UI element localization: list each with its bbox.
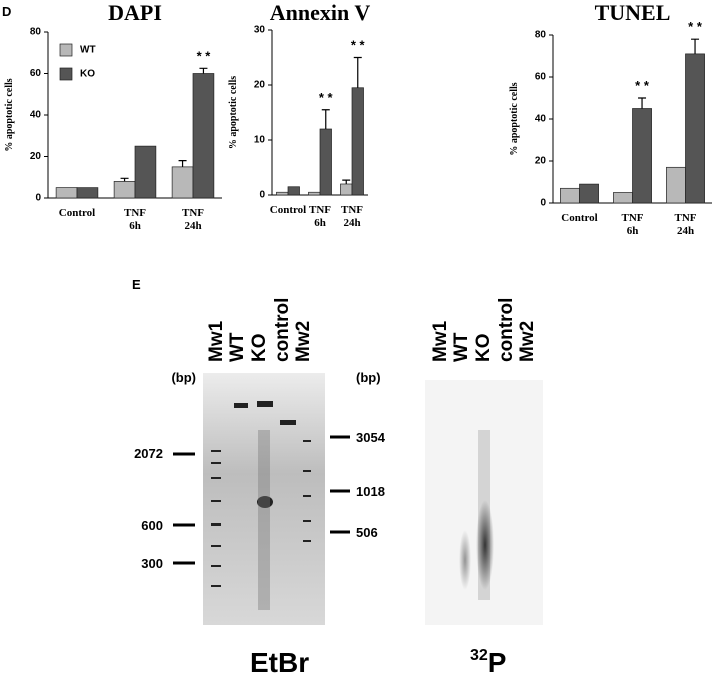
- marker-label: 3054: [356, 430, 386, 445]
- error-bar: [638, 97, 647, 109]
- x-tick-label: Control: [58, 207, 96, 219]
- y-axis-label: % apoptotic cells: [509, 82, 520, 155]
- error-bar: [321, 109, 330, 129]
- x-tick-label: TNF 6h: [621, 212, 644, 237]
- significance-label: * *: [635, 78, 650, 93]
- chart-title: TUNEL: [595, 0, 671, 25]
- gel-caption: 32P: [470, 647, 506, 676]
- bar: [113, 181, 136, 199]
- y-tick-label: 40: [30, 110, 42, 121]
- y-tick-label: 0: [259, 190, 265, 201]
- legend-label: WT: [80, 45, 96, 56]
- lane-label: control: [496, 298, 517, 362]
- y-tick-label: 60: [535, 72, 547, 83]
- unit-label: (bp): [171, 370, 196, 385]
- bar: [685, 53, 705, 204]
- caption-sup: 32: [470, 647, 488, 664]
- bar: [340, 183, 353, 196]
- marker-label: 300: [141, 556, 163, 571]
- gel-bands: [211, 401, 311, 610]
- lane-label: WT: [227, 332, 248, 362]
- bar: [134, 145, 157, 199]
- marker-label: 600: [141, 518, 163, 533]
- bar: [351, 87, 364, 196]
- y-tick-label: 80: [30, 27, 42, 38]
- lane-labels: Mw1 WT KO control Mw2: [430, 298, 538, 362]
- y-tick-label: 40: [535, 114, 547, 125]
- lane-label: Mw1: [206, 320, 227, 362]
- bar: [308, 191, 321, 196]
- error-bar: [353, 56, 362, 88]
- x-tick-label: TNF 6h: [309, 204, 331, 229]
- x-tick-label: TNF 24h: [341, 204, 363, 229]
- panel-label: E: [132, 277, 141, 292]
- lane-label: Mw2: [517, 321, 538, 362]
- y-axis-label: % apoptotic cells: [4, 78, 15, 151]
- bar: [55, 187, 78, 199]
- lane-label: KO: [249, 334, 270, 363]
- y-tick-label: 20: [254, 80, 266, 91]
- x-tick-label: TNF 24h: [674, 212, 697, 237]
- legend-swatch: [59, 67, 73, 81]
- y-tick-label: 0: [540, 198, 546, 209]
- bar: [560, 187, 580, 204]
- bar: [632, 108, 652, 204]
- marker-label: 506: [356, 525, 378, 540]
- bar: [666, 166, 686, 204]
- error-bar: [120, 177, 129, 182]
- lane-label: control: [272, 298, 293, 362]
- bar: [76, 187, 99, 199]
- x-tick-label: Control: [561, 212, 598, 224]
- x-tick-label: Control: [269, 204, 307, 216]
- bar: [319, 128, 332, 196]
- lane-label: KO: [473, 334, 494, 363]
- bar: [613, 192, 633, 204]
- significance-label: * *: [319, 90, 334, 105]
- significance-label: * *: [688, 19, 703, 34]
- x-tick-label: TNF 6h: [124, 207, 146, 232]
- bar: [192, 73, 215, 199]
- lane-label: Mw2: [293, 321, 314, 362]
- bar: [171, 166, 194, 199]
- chart-title: DAPI: [108, 0, 162, 25]
- y-tick-label: 30: [254, 25, 266, 36]
- lane-label: Mw1: [430, 320, 451, 362]
- legend-label: KO: [80, 69, 95, 80]
- y-tick-label: 80: [535, 30, 547, 41]
- y-tick-label: 20: [535, 156, 547, 167]
- caption-text: P: [488, 647, 507, 676]
- bar: [287, 186, 300, 196]
- y-tick-label: 10: [254, 135, 266, 146]
- x-tick-label: TNF 24h: [182, 207, 204, 232]
- bar: [579, 183, 599, 204]
- marker-label: 1018: [356, 484, 385, 499]
- error-bar: [691, 38, 700, 54]
- gel-bands: [459, 430, 494, 600]
- legend-swatch: [59, 43, 73, 57]
- size-markers: 2072 600 300 (bp) 3054 1018 506: [134, 370, 386, 571]
- gel-caption: EtBr: [250, 647, 309, 676]
- lane-label: WT: [451, 332, 472, 362]
- error-bar: [342, 179, 351, 184]
- significance-label: * *: [197, 48, 212, 63]
- error-bar: [178, 160, 187, 167]
- y-tick-label: 0: [35, 193, 41, 204]
- y-axis-label: % apoptotic cells: [228, 76, 239, 149]
- panel-label: D: [2, 4, 11, 19]
- unit-label: (bp): [356, 370, 381, 385]
- significance-label: * *: [351, 38, 366, 53]
- error-bar: [199, 67, 208, 74]
- bar: [276, 191, 289, 196]
- marker-label: 2072: [134, 446, 163, 461]
- chart-title: Annexin V: [270, 0, 371, 25]
- lane-labels: Mw1 WT KO control Mw2: [206, 298, 314, 362]
- y-tick-label: 20: [30, 151, 42, 162]
- y-tick-label: 60: [30, 68, 42, 79]
